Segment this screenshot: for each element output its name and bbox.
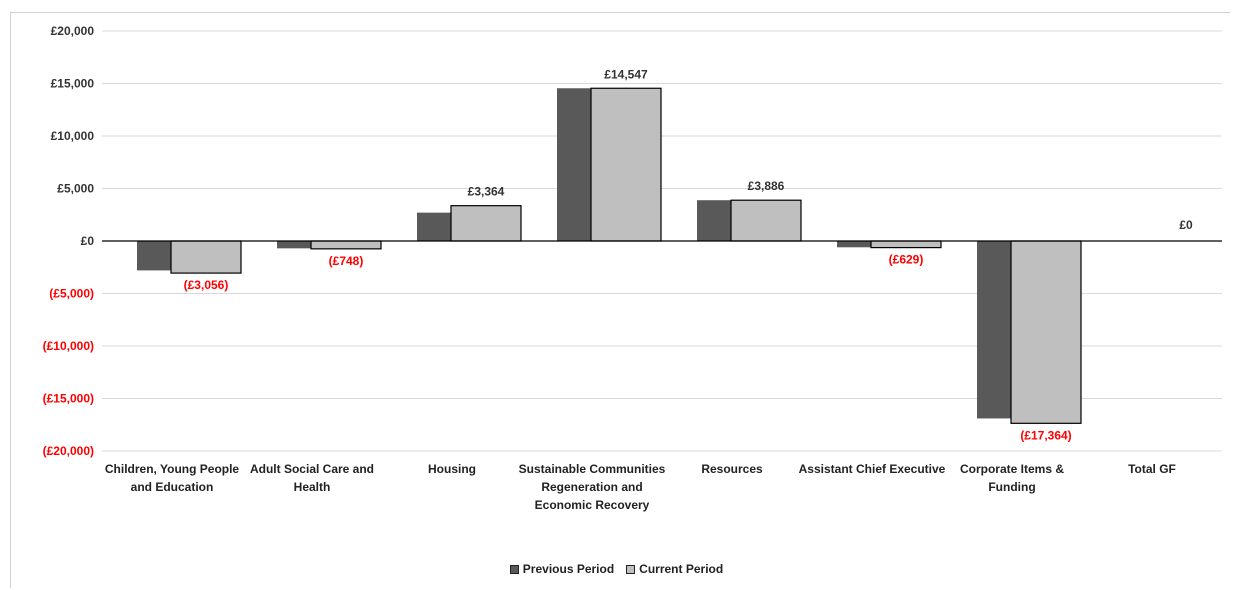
data-label: £3,886 xyxy=(748,179,785,193)
y-tick-label: £5,000 xyxy=(57,182,94,196)
category-label: Assistant Chief Executive xyxy=(799,462,946,476)
y-tick-label: £20,000 xyxy=(51,24,95,38)
chart-frame xyxy=(10,12,1230,588)
y-tick-label: (£15,000) xyxy=(43,392,94,406)
data-label: (£3,056) xyxy=(184,278,229,292)
bar-current-period xyxy=(310,240,382,250)
legend: Previous Period Current Period xyxy=(0,562,1233,576)
legend-swatch-current xyxy=(626,564,636,574)
category-label: Corporate Items & xyxy=(960,462,1064,476)
bar-current-period xyxy=(170,240,242,274)
data-label: £3,364 xyxy=(468,185,505,199)
legend-item-current: Current Period xyxy=(626,562,723,576)
bar-previous-period xyxy=(557,88,592,241)
legend-label-current: Current Period xyxy=(639,562,724,576)
y-tick-label: (£20,000) xyxy=(43,444,94,458)
data-label: (£17,364) xyxy=(1020,428,1071,442)
category-label: Funding xyxy=(988,480,1035,494)
category-label: Children, Young People xyxy=(105,462,240,476)
category-label: Health xyxy=(294,480,331,494)
category-label: and Education xyxy=(131,480,214,494)
bar-previous-period xyxy=(137,241,172,271)
bar-current-period xyxy=(450,205,522,242)
legend-label-previous: Previous Period xyxy=(522,562,615,576)
category-label: Total GF xyxy=(1128,462,1176,476)
bar-previous-period xyxy=(417,212,452,241)
data-label: £0 xyxy=(1179,218,1193,232)
category-label: Regeneration and xyxy=(541,480,642,494)
data-label: £14,547 xyxy=(604,67,648,81)
category-label: Housing xyxy=(428,462,476,476)
bar-previous-period xyxy=(837,241,872,248)
bar-current-period xyxy=(1010,240,1082,424)
category-label: Economic Recovery xyxy=(535,498,650,512)
category-label: Sustainable Communities xyxy=(519,462,666,476)
category-label: Resources xyxy=(701,462,763,476)
bar-chart: £20,000 £15,000 £10,000 £5,000 £0 (£5,000) (£1… xyxy=(43,24,1222,512)
bar-current-period xyxy=(870,240,942,249)
data-label: (£748) xyxy=(329,254,364,268)
y-tick-label: (£5,000) xyxy=(49,287,94,301)
y-tick-label: £10,000 xyxy=(51,129,95,143)
legend-item-previous: Previous Period xyxy=(509,562,615,576)
data-label: (£629) xyxy=(889,253,924,267)
bar-current-period xyxy=(730,199,802,242)
y-tick-label: (£10,000) xyxy=(43,339,94,353)
y-tick-label: £0 xyxy=(81,234,95,248)
bar-previous-period xyxy=(977,241,1012,419)
category-label: Adult Social Care and xyxy=(250,462,374,476)
bar-previous-period xyxy=(697,200,732,241)
y-tick-label: £15,000 xyxy=(51,77,95,91)
bar-current-period xyxy=(590,87,662,242)
bar-previous-period xyxy=(277,241,312,249)
legend-swatch-previous xyxy=(509,564,519,574)
